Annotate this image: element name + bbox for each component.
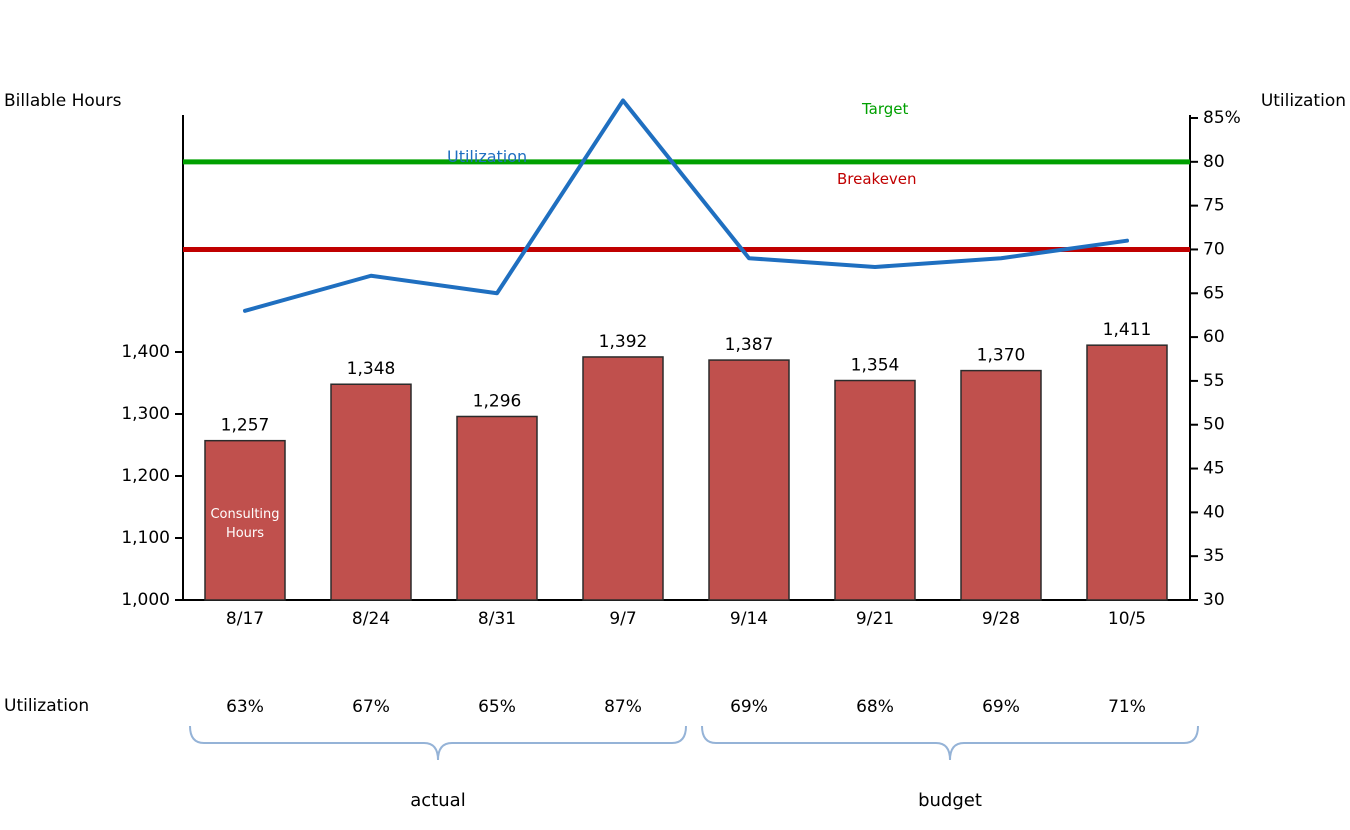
right-tick-label: 80 xyxy=(1203,152,1225,172)
bar-series: 1,257 1,348 1,296 1,392 1,387 1,354 1,370 1,411 xyxy=(204,320,1168,601)
right-tick-label: 55 xyxy=(1203,371,1225,391)
utilization-line xyxy=(243,98,1129,313)
bar xyxy=(1086,344,1168,601)
right-axis-title: Utilization xyxy=(1260,91,1346,111)
utilization-value: 68% xyxy=(856,697,894,717)
date-label: 8/24 xyxy=(352,609,390,629)
group-label-actual: actual xyxy=(410,790,465,811)
utilization-value: 69% xyxy=(730,697,768,717)
utilization-row: 63% 67% 65% 87% 69% 68% 69% 71% xyxy=(226,697,1146,717)
right-tick-label: 40 xyxy=(1203,502,1225,522)
date-label: 10/5 xyxy=(1108,609,1146,629)
right-tick-label: 85% xyxy=(1203,108,1241,128)
right-tick-label: 50 xyxy=(1203,415,1225,435)
bar xyxy=(582,356,664,601)
left-tick-label: 1,100 xyxy=(121,528,170,548)
left-tick-label: 1,200 xyxy=(121,466,170,486)
bar-value-label: 1,296 xyxy=(473,391,522,411)
bar xyxy=(708,359,790,601)
utilization-value: 71% xyxy=(1108,697,1146,717)
right-tick-label: 65 xyxy=(1203,283,1225,303)
group-brace-budget xyxy=(701,725,1199,761)
date-label: 8/31 xyxy=(478,609,516,629)
bar-value-label: 1,411 xyxy=(1103,320,1152,340)
utilization-value: 87% xyxy=(604,697,642,717)
date-label: 9/7 xyxy=(609,609,636,629)
bar xyxy=(330,383,412,601)
breakeven-label: Breakeven xyxy=(837,170,917,188)
target-label: Target xyxy=(861,100,909,118)
date-label: 9/21 xyxy=(856,609,894,629)
right-tick-label: 70 xyxy=(1203,239,1225,259)
bar-value-label: 1,354 xyxy=(851,356,900,376)
left-tick-label: 1,000 xyxy=(121,590,170,610)
in-bar-label-line: Hours xyxy=(226,526,264,541)
in-bar-label: Consulting Hours xyxy=(210,507,279,541)
bar-value-label: 1,392 xyxy=(599,332,648,352)
date-label: 8/17 xyxy=(226,609,264,629)
bar-value-label: 1,348 xyxy=(347,359,396,379)
bar xyxy=(204,439,286,601)
bar-value-label: 1,387 xyxy=(725,335,774,355)
utilization-value: 63% xyxy=(226,697,264,717)
left-axis-title: Billable Hours xyxy=(4,91,122,111)
right-tick-label: 45 xyxy=(1203,459,1225,479)
utilization-series-label: Utilization xyxy=(447,147,527,166)
left-axis-ticks: 1,000 1,100 1,200 1,300 1,400 xyxy=(121,342,183,610)
right-tick-label: 30 xyxy=(1203,590,1225,610)
date-label: 9/28 xyxy=(982,609,1020,629)
utilization-value: 65% xyxy=(478,697,516,717)
bar xyxy=(960,369,1042,601)
utilization-value: 67% xyxy=(352,697,390,717)
in-bar-label-line: Consulting xyxy=(210,507,279,522)
group-label-budget: budget xyxy=(918,790,982,811)
left-tick-label: 1,300 xyxy=(121,404,170,424)
right-tick-label: 60 xyxy=(1203,327,1225,347)
right-axis-ticks: 30 35 40 45 50 55 60 65 70 75 80 85% xyxy=(1190,108,1241,610)
bar-value-label: 1,370 xyxy=(977,346,1026,366)
bar xyxy=(456,415,538,601)
utilization-row-label: Utilization xyxy=(4,696,90,716)
bar xyxy=(834,379,916,601)
left-tick-label: 1,400 xyxy=(121,342,170,362)
category-labels: 8/17 8/24 8/31 9/7 9/14 9/21 9/28 10/5 xyxy=(226,609,1146,629)
utilization-value: 69% xyxy=(982,697,1020,717)
date-label: 9/14 xyxy=(730,609,768,629)
right-tick-label: 35 xyxy=(1203,546,1225,566)
right-tick-label: 75 xyxy=(1203,196,1225,216)
group-brace-actual xyxy=(189,725,687,761)
bar-value-label: 1,257 xyxy=(221,416,270,436)
